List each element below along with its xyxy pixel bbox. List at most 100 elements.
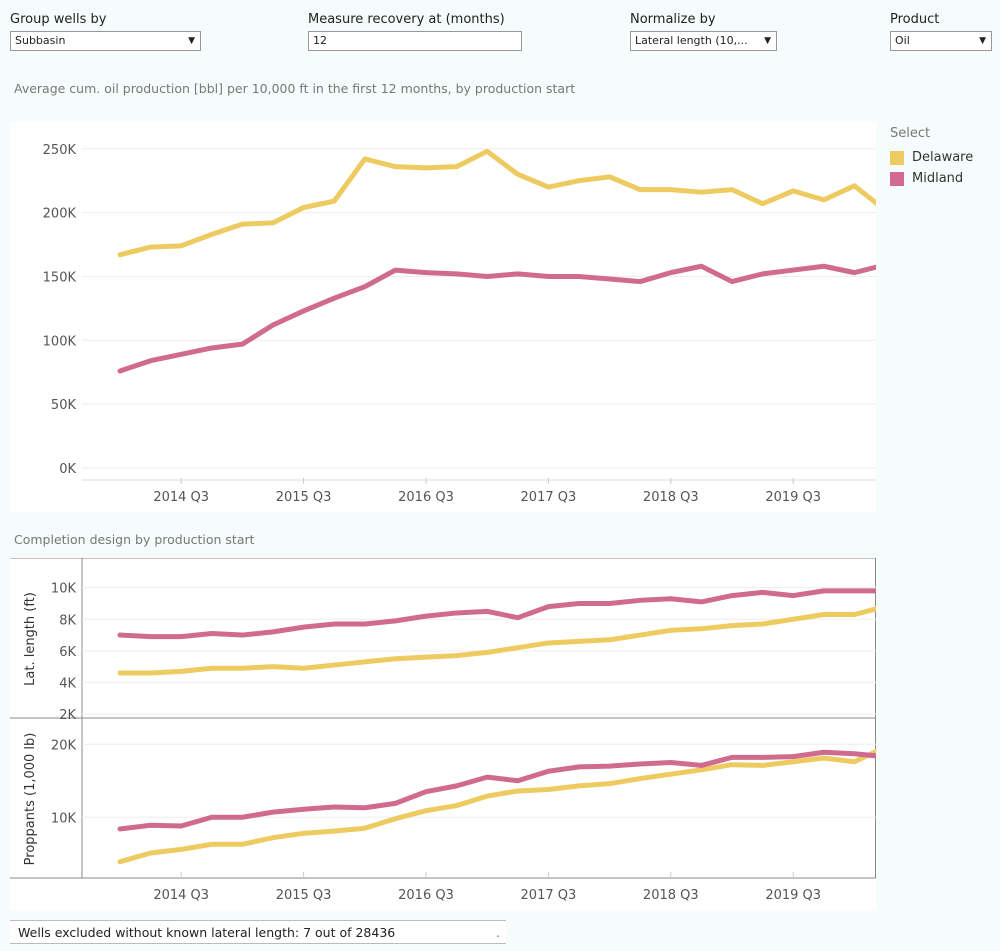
x-tick-label: 2015 Q3 — [276, 490, 332, 505]
data-point-midland — [454, 783, 459, 789]
data-point-midland — [607, 276, 612, 282]
data-point-midland — [699, 264, 704, 269]
data-point-delaware — [852, 183, 857, 188]
data-point-delaware — [699, 189, 704, 195]
data-point-midland — [240, 632, 245, 638]
data-point-delaware — [760, 621, 765, 627]
data-point-midland — [117, 826, 123, 832]
y-tick-label: 20K — [51, 738, 77, 753]
data-point-delaware — [638, 187, 643, 192]
legend-item-delaware[interactable]: Delaware — [890, 150, 973, 165]
data-point-delaware — [270, 835, 276, 840]
data-point-midland — [638, 279, 643, 284]
data-point-delaware — [607, 781, 612, 786]
data-point-midland — [393, 267, 398, 273]
legend-label-midland: Midland — [912, 171, 964, 186]
data-point-delaware — [423, 654, 429, 660]
data-point-midland — [638, 598, 643, 603]
y-tick-label: 0K — [59, 462, 76, 477]
data-point-delaware — [301, 831, 306, 836]
data-point-midland — [179, 823, 184, 829]
normalize-control: Normalize by Lateral length (10,... ▼ — [630, 12, 777, 51]
data-point-midland — [393, 801, 398, 806]
data-point-midland — [117, 632, 123, 638]
data-point-midland — [454, 610, 459, 616]
data-point-delaware — [209, 232, 214, 237]
legend-item-midland[interactable]: Midland — [890, 171, 973, 186]
recovery-months-input[interactable]: 12 — [308, 31, 522, 51]
group-by-dropdown[interactable]: Subbasin ▼ — [10, 31, 201, 51]
legend-title: Select — [890, 126, 931, 141]
chevron-down-icon: ▼ — [188, 36, 195, 46]
data-point-midland — [148, 634, 153, 639]
data-point-delaware — [852, 612, 857, 617]
data-point-delaware — [332, 662, 337, 668]
x-tick-label: 2015 Q3 — [276, 888, 332, 903]
data-point-delaware — [791, 188, 796, 194]
data-point-delaware — [607, 174, 612, 180]
data-point-delaware — [821, 197, 826, 203]
data-point-delaware — [393, 656, 398, 661]
data-point-midland — [179, 352, 184, 357]
data-point-delaware — [515, 172, 520, 177]
chevron-down-icon: ▼ — [764, 36, 771, 46]
data-point-midland — [546, 274, 551, 279]
y-tick-label: 4K — [59, 676, 76, 691]
data-point-delaware — [240, 666, 245, 671]
data-point-delaware — [423, 808, 429, 813]
data-point-midland — [821, 264, 826, 269]
data-point-delaware — [240, 842, 245, 847]
data-point-midland — [515, 778, 520, 783]
recovery-label: Measure recovery at (months) — [308, 12, 505, 27]
data-point-midland — [638, 761, 643, 767]
product-label: Product — [890, 12, 940, 27]
data-point-midland — [791, 754, 796, 759]
completion-chart-panel: 2K 4K 6K 8K 10K Lat. length (ft) 10K 20K Proppan… — [10, 557, 1000, 910]
legend: Select Delaware Midland — [890, 126, 973, 192]
data-point-delaware — [729, 762, 735, 767]
data-point-delaware — [546, 640, 551, 646]
data-point-delaware — [454, 653, 459, 658]
data-point-delaware — [546, 184, 551, 190]
data-point-delaware — [301, 205, 306, 210]
x-tick-label: 2018 Q3 — [643, 490, 699, 505]
data-point-delaware — [209, 666, 214, 671]
x-tick-label: 2017 Q3 — [521, 888, 577, 903]
normalize-dropdown[interactable]: Lateral length (10,... ▼ — [630, 31, 777, 51]
data-point-delaware — [699, 626, 704, 631]
data-point-delaware — [270, 664, 276, 669]
data-point-midland — [209, 345, 214, 351]
data-point-delaware — [117, 252, 123, 257]
data-point-midland — [423, 270, 429, 275]
product-dropdown[interactable]: Oil ▼ — [890, 31, 992, 51]
data-point-midland — [485, 274, 490, 279]
product-value: Oil — [895, 34, 910, 47]
data-point-delaware — [485, 793, 490, 799]
data-point-delaware — [638, 632, 643, 638]
data-point-midland — [607, 763, 612, 769]
data-point-delaware — [393, 816, 398, 821]
data-point-delaware — [515, 788, 520, 794]
data-point-delaware — [668, 628, 673, 633]
y-tick-label: 100K — [43, 334, 77, 349]
data-point-midland — [546, 604, 551, 609]
x-tick-label: 2016 Q3 — [398, 490, 454, 505]
data-point-delaware — [699, 767, 704, 772]
y-tick-label: 8K — [59, 613, 76, 628]
y-tick-label: 6K — [59, 645, 76, 660]
data-point-midland — [454, 271, 459, 277]
data-point-midland — [240, 341, 245, 347]
data-point-delaware — [117, 859, 123, 864]
data-point-delaware — [393, 164, 398, 169]
production-chart: 0K 50K 100K 150K 200K 250K 2014 Q3 2015 Q3 2016 … — [43, 143, 1000, 505]
data-point-midland — [729, 593, 735, 598]
data-point-delaware — [362, 826, 367, 831]
data-point-delaware — [791, 617, 796, 622]
data-point-midland — [576, 764, 582, 770]
data-point-midland — [209, 631, 214, 636]
x-tick-label: 2019 Q3 — [765, 888, 821, 903]
data-point-delaware — [301, 666, 306, 671]
data-point-midland — [332, 295, 337, 301]
completion-chart-title: Completion design by production start — [14, 532, 255, 547]
data-point-midland — [821, 588, 826, 594]
